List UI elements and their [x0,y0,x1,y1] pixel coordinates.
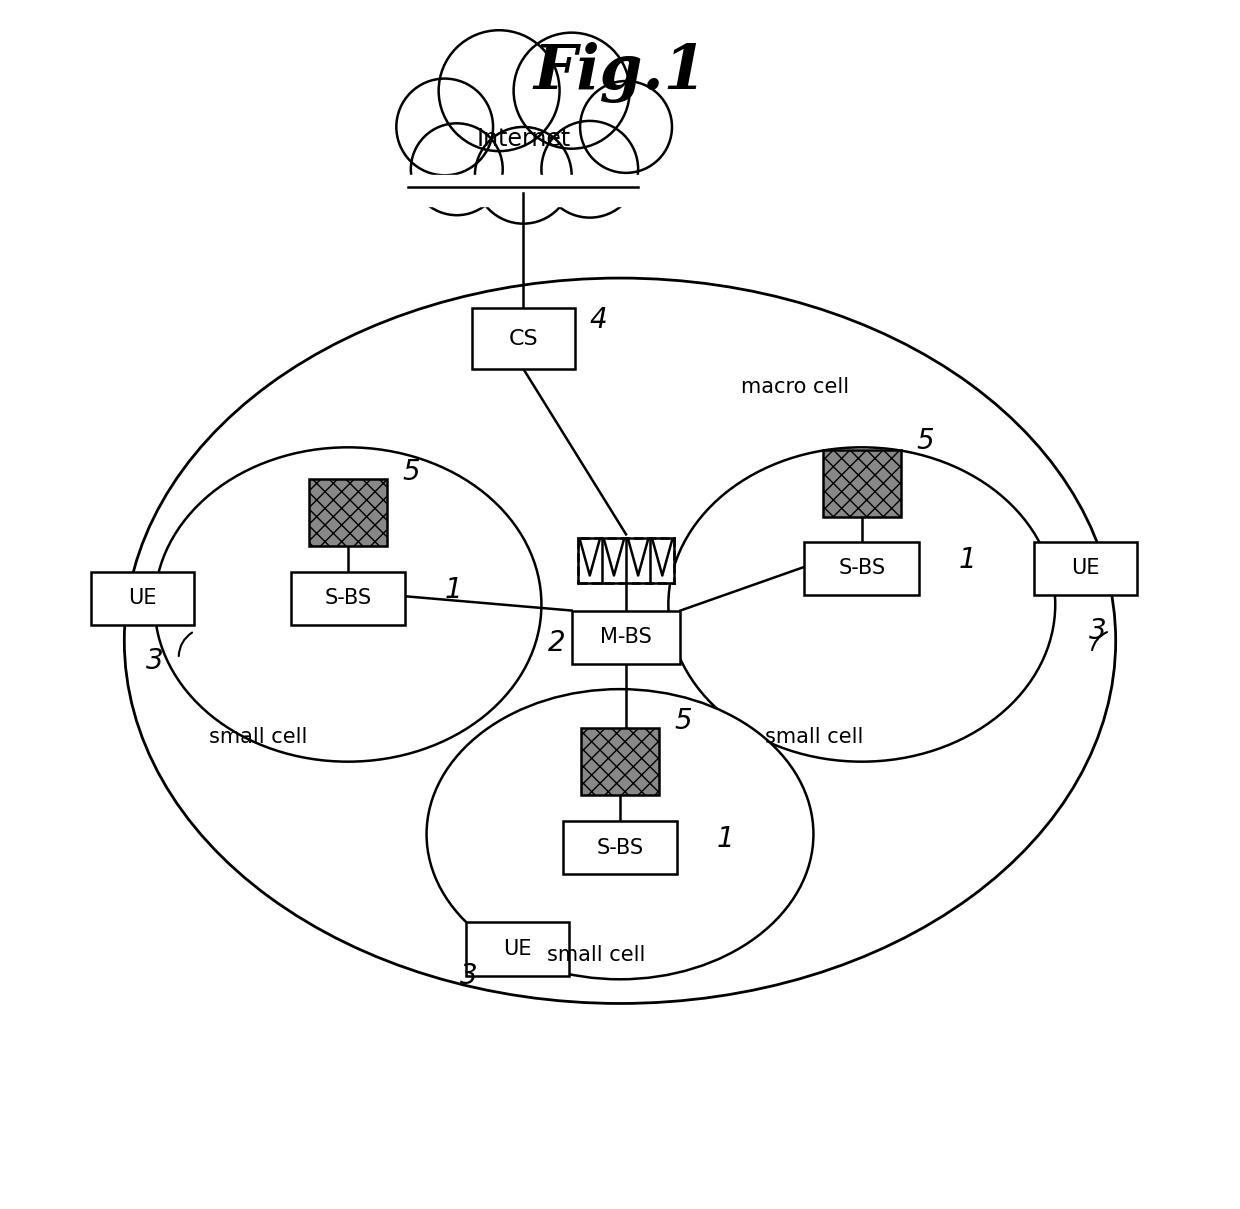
Text: UE: UE [1071,559,1100,578]
Circle shape [513,33,630,149]
Bar [822,450,901,517]
Text: 5: 5 [916,427,934,456]
Text: 2: 2 [548,629,565,658]
Text: 5: 5 [675,706,692,735]
Text: 1: 1 [717,825,734,854]
Text: M-BS: M-BS [600,627,652,647]
Circle shape [439,30,559,151]
Ellipse shape [124,278,1116,1003]
Ellipse shape [668,447,1055,762]
Bar [580,728,660,796]
Text: CS: CS [508,329,538,348]
Text: 3: 3 [146,647,164,676]
Text: Fig.1: Fig.1 [533,42,707,103]
Text: small cell: small cell [208,728,308,747]
Text: UE: UE [128,589,156,608]
Text: 3: 3 [1089,617,1106,646]
Text: 5: 5 [402,457,420,486]
Bar [1034,542,1137,595]
Text: UE: UE [503,939,532,959]
Bar [805,542,919,595]
Bar [572,611,681,664]
Text: 3: 3 [460,961,477,990]
Bar [91,572,193,625]
Bar [472,308,574,369]
Bar [290,572,405,625]
Text: S-BS: S-BS [325,589,372,608]
Text: S-BS: S-BS [596,838,644,857]
Circle shape [397,79,494,175]
Circle shape [475,127,572,224]
Bar [578,538,675,583]
Ellipse shape [155,447,542,762]
Text: Internet: Internet [476,127,570,151]
Bar [466,922,569,976]
Text: macro cell: macro cell [742,377,849,397]
Text: 1: 1 [959,545,976,574]
Text: 4: 4 [590,306,608,335]
Bar [309,480,387,546]
Text: 1: 1 [445,575,463,604]
Text: small cell: small cell [765,728,863,747]
Text: small cell: small cell [548,945,646,965]
Circle shape [410,123,502,215]
Bar [402,175,645,206]
Bar [563,821,677,874]
Circle shape [542,121,639,218]
Circle shape [580,81,672,173]
Ellipse shape [427,689,813,979]
Text: S-BS: S-BS [838,559,885,578]
